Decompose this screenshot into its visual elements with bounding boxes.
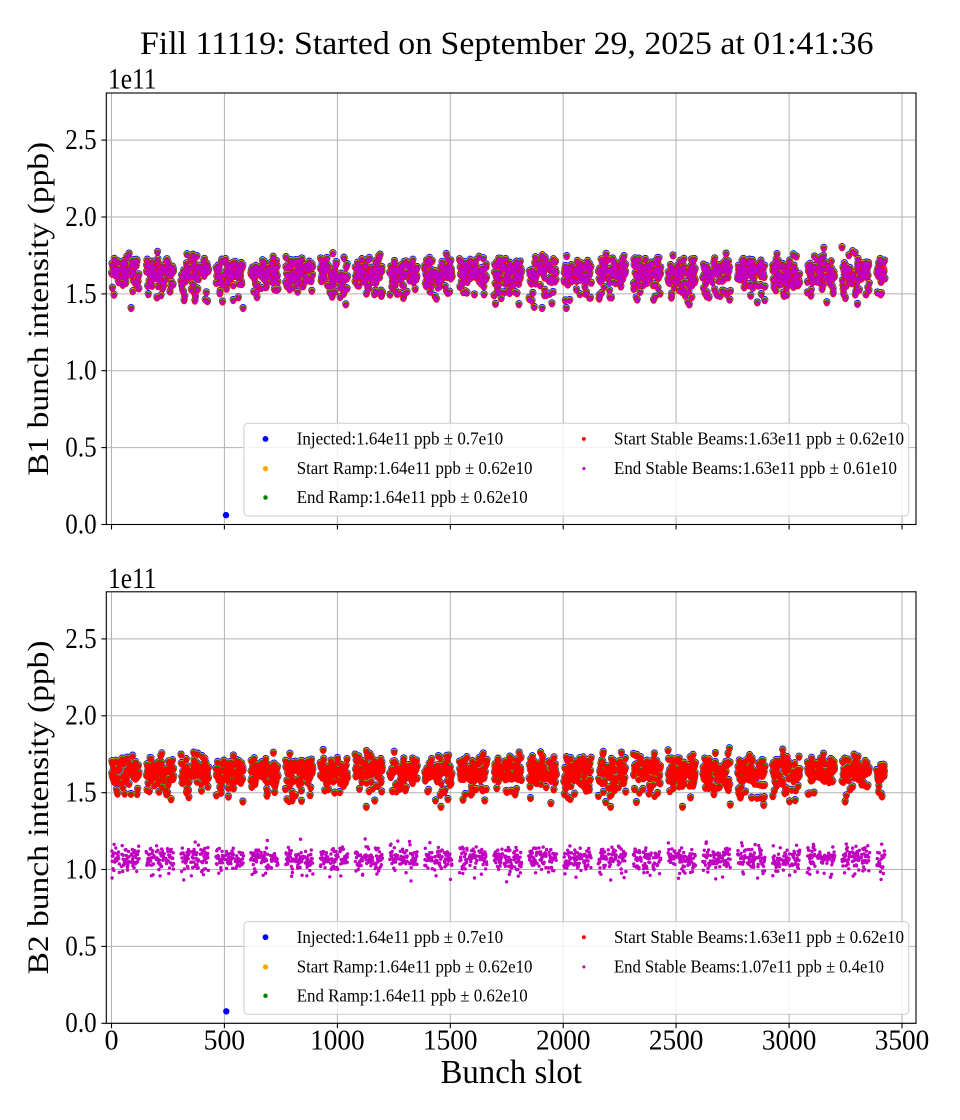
svg-text:B2 bunch intensity (ppb): B2 bunch intensity (ppb) xyxy=(22,641,55,975)
svg-text:2.0: 2.0 xyxy=(65,701,96,732)
svg-text:B1 bunch intensity (ppb): B1 bunch intensity (ppb) xyxy=(22,142,55,476)
svg-text:3500: 3500 xyxy=(875,1025,930,1056)
svg-text:End Stable Beams:1.07e11 ppb ±: End Stable Beams:1.07e11 ppb ± 0.4e10 xyxy=(614,957,884,977)
svg-text:Start Stable Beams:1.63e11 ppb: Start Stable Beams:1.63e11 ppb ± 0.62e10 xyxy=(614,429,904,449)
svg-text:0.5: 0.5 xyxy=(65,433,96,464)
svg-text:2.5: 2.5 xyxy=(65,125,96,156)
svg-text:1e11: 1e11 xyxy=(108,64,157,96)
svg-text:1e11: 1e11 xyxy=(108,563,157,595)
svg-text:0: 0 xyxy=(105,1025,119,1056)
svg-text:1000: 1000 xyxy=(310,1025,365,1056)
svg-text:Start Stable Beams:1.63e11 ppb: Start Stable Beams:1.63e11 ppb ± 0.62e10 xyxy=(614,927,904,947)
svg-text:2500: 2500 xyxy=(649,1025,704,1056)
svg-text:1.0: 1.0 xyxy=(65,854,96,885)
svg-text:0.0: 0.0 xyxy=(65,1008,96,1039)
svg-text:500: 500 xyxy=(204,1025,246,1056)
svg-text:End Stable Beams:1.63e11 ppb ±: End Stable Beams:1.63e11 ppb ± 0.61e10 xyxy=(614,458,897,478)
svg-text:1.5: 1.5 xyxy=(65,279,96,310)
svg-text:Bunch slot: Bunch slot xyxy=(440,1054,582,1091)
svg-text:1.5: 1.5 xyxy=(65,778,96,809)
svg-text:Fill 11119: Started on Septemb: Fill 11119: Started on September 29, 202… xyxy=(140,26,874,62)
svg-text:Start Ramp:1.64e11 ppb ± 0.62e: Start Ramp:1.64e11 ppb ± 0.62e10 xyxy=(297,458,533,478)
svg-text:End Ramp:1.64e11 ppb ± 0.62e10: End Ramp:1.64e11 ppb ± 0.62e10 xyxy=(297,487,528,507)
svg-text:1500: 1500 xyxy=(423,1025,478,1056)
svg-text:0.5: 0.5 xyxy=(65,931,96,962)
svg-text:3000: 3000 xyxy=(762,1025,817,1056)
svg-text:End Ramp:1.64e11 ppb ± 0.62e10: End Ramp:1.64e11 ppb ± 0.62e10 xyxy=(297,985,528,1005)
svg-text:Start Ramp:1.64e11 ppb ± 0.62e: Start Ramp:1.64e11 ppb ± 0.62e10 xyxy=(297,957,533,977)
svg-text:Injected:1.64e11 ppb ± 0.7e10: Injected:1.64e11 ppb ± 0.7e10 xyxy=(297,429,504,449)
svg-text:1.0: 1.0 xyxy=(65,356,96,387)
svg-text:0.0: 0.0 xyxy=(65,509,96,540)
svg-text:2000: 2000 xyxy=(536,1025,591,1056)
svg-text:Injected:1.64e11 ppb ± 0.7e10: Injected:1.64e11 ppb ± 0.7e10 xyxy=(297,927,504,947)
svg-text:2.0: 2.0 xyxy=(65,202,96,233)
svg-text:2.5: 2.5 xyxy=(65,624,96,655)
